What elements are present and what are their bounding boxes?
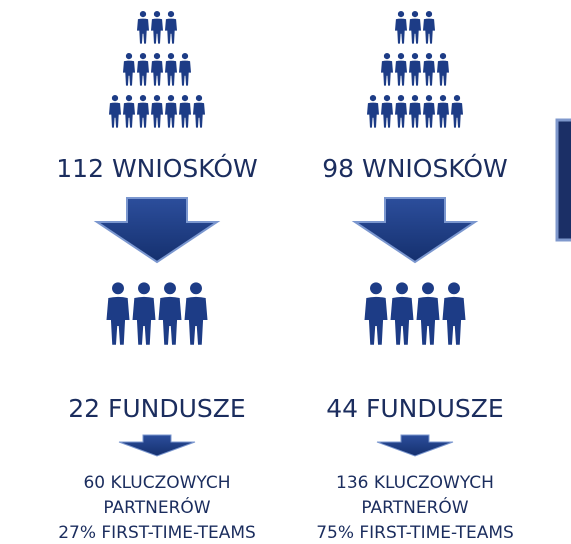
person-icon <box>422 94 436 128</box>
person-icon <box>450 94 464 128</box>
person-icon <box>150 52 164 86</box>
person-icon <box>136 94 150 128</box>
arrow-down-small <box>376 434 454 457</box>
applications-label: 112 WNIOSKÓW <box>56 153 257 183</box>
column: 112 WNIOSKÓW 22 FUNDUSZE 60 KLUCZOWYCH PART… <box>56 10 258 543</box>
person-icon <box>164 94 178 128</box>
person-icon <box>122 94 136 128</box>
person-icon <box>436 52 450 86</box>
person-icon <box>136 52 150 86</box>
person-icon <box>131 280 157 347</box>
person-icon <box>394 10 408 44</box>
side-panel <box>555 118 571 242</box>
person-icon <box>136 10 150 44</box>
person-icon <box>164 10 178 44</box>
arrow-down <box>351 197 479 264</box>
detail-line: 27% FIRST-TIME-TEAMS <box>58 523 256 543</box>
person-icon <box>394 52 408 86</box>
person-icon <box>122 52 136 86</box>
person-icon <box>380 52 394 86</box>
person-icon <box>422 52 436 86</box>
funds-label: 22 FUNDUSZE <box>68 394 245 423</box>
funds-label: 44 FUNDUSZE <box>326 394 503 423</box>
applications-label: 98 WNIOSKÓW <box>322 153 508 183</box>
person-icon <box>105 280 131 347</box>
person-icon <box>363 280 389 347</box>
column: 98 WNIOSKÓW 44 FUNDUSZE 136 KLUCZOWYCH PART… <box>316 10 514 543</box>
person-icon <box>150 10 164 44</box>
person-icon <box>183 280 209 347</box>
person-icon <box>380 94 394 128</box>
person-icon <box>422 10 436 44</box>
person-icon <box>436 94 450 128</box>
person-icon <box>394 94 408 128</box>
person-icon <box>108 94 122 128</box>
person-icon <box>164 52 178 86</box>
person-icon <box>408 94 422 128</box>
person-icon <box>408 52 422 86</box>
person-icon <box>441 280 467 347</box>
person-icon <box>389 280 415 347</box>
person-icon <box>192 94 206 128</box>
arrow-down <box>93 197 221 264</box>
person-icon <box>366 94 380 128</box>
arrow-down-small <box>118 434 196 457</box>
detail-line: PARTNERÓW <box>361 496 468 518</box>
detail-line: 136 KLUCZOWYCH <box>336 473 494 493</box>
detail-line: 75% FIRST-TIME-TEAMS <box>316 523 514 543</box>
person-icon <box>178 94 192 128</box>
detail-line: 60 KLUCZOWYCH <box>83 473 230 493</box>
person-icon <box>157 280 183 347</box>
person-icon <box>408 10 422 44</box>
person-icon <box>415 280 441 347</box>
detail-line: PARTNERÓW <box>103 496 210 518</box>
person-icon <box>178 52 192 86</box>
person-icon <box>150 94 164 128</box>
